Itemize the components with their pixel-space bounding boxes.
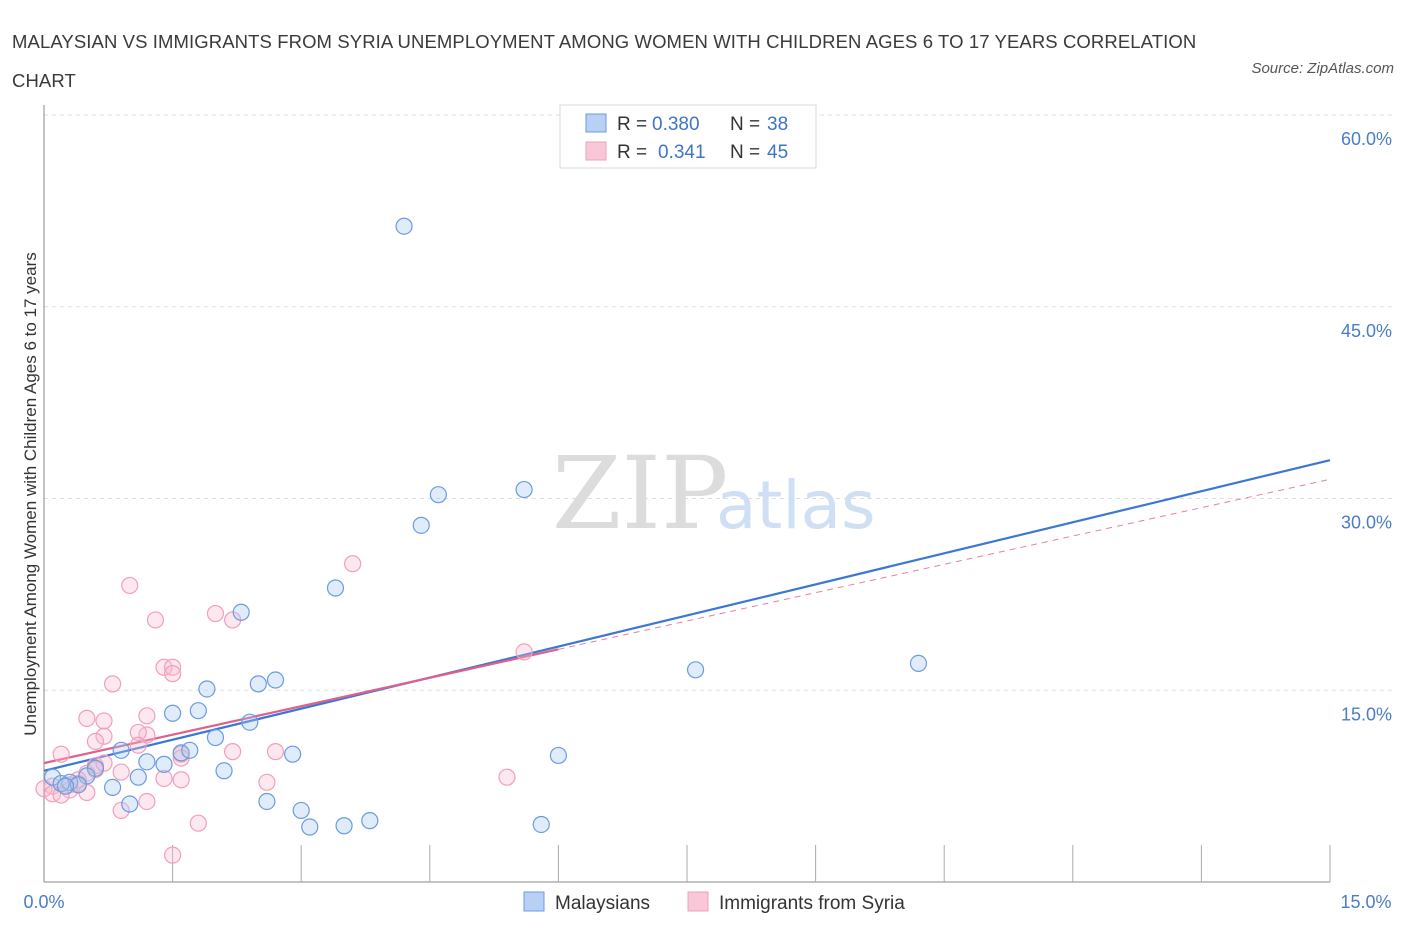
legend-n-label-2: N = <box>730 142 760 163</box>
legend-n-label-1: N = <box>730 114 760 135</box>
x-axis-ticks <box>172 845 1331 882</box>
point-syria-10 <box>78 709 96 727</box>
point-syria-44 <box>95 754 113 772</box>
point-malaysians-35 <box>301 818 319 836</box>
point-malaysians-0 <box>395 217 413 235</box>
legend-r-value-2: 0.341 <box>658 142 706 163</box>
point-syria-25 <box>112 763 130 781</box>
point-syria-38 <box>138 792 156 811</box>
point-malaysians-13 <box>241 713 259 731</box>
point-malaysians-36 <box>335 817 353 835</box>
point-malaysians-2 <box>515 480 533 499</box>
y-axis-tick-labels: 15.0% 30.0% 45.0% 60.0% <box>1341 129 1392 724</box>
point-syria-12 <box>95 712 113 730</box>
point-syria-37 <box>498 768 516 786</box>
bottom-legend-malaysians: Malaysians <box>555 893 650 914</box>
y-axis-title: Unemployment Among Women with Children A… <box>21 252 40 736</box>
legend-r-label-2: R = <box>617 142 647 163</box>
point-malaysians-31 <box>56 777 75 795</box>
point-syria-36 <box>258 773 276 791</box>
point-syria-18 <box>52 745 70 763</box>
legend-swatch-malaysians <box>585 113 607 133</box>
series-malaysians <box>43 217 928 836</box>
y-tick-label-30: 30.0% <box>1341 513 1392 533</box>
point-malaysians-9 <box>249 675 267 693</box>
point-syria-8 <box>164 665 182 683</box>
point-malaysians-33 <box>121 795 139 813</box>
point-syria-0 <box>344 555 362 573</box>
point-malaysians-24 <box>78 767 96 785</box>
point-malaysians-17 <box>181 741 199 759</box>
watermark-atlas: atlas <box>716 467 876 544</box>
bottom-legend-swatch-malaysians <box>523 891 545 912</box>
point-syria-41 <box>164 846 182 864</box>
point-malaysians-18 <box>284 745 302 763</box>
point-malaysians-32 <box>258 792 276 811</box>
y-tick-label-45: 45.0% <box>1341 321 1392 341</box>
point-malaysians-34 <box>292 801 310 820</box>
point-syria-31 <box>35 780 53 798</box>
point-malaysians-38 <box>532 815 550 834</box>
point-syria-20 <box>266 743 285 761</box>
point-malaysians-3 <box>412 516 430 534</box>
trend-line-syria <box>43 648 559 765</box>
point-syria-24 <box>172 771 190 789</box>
point-syria-1 <box>121 576 139 595</box>
chart-title: MALAYSIAN VS IMMIGRANTS FROM SYRIA UNEMP… <box>12 31 1197 91</box>
point-syria-11 <box>138 707 156 725</box>
point-malaysians-29 <box>129 768 147 786</box>
point-malaysians-1 <box>429 486 447 504</box>
point-syria-9 <box>103 675 122 693</box>
legend-r-value-1: 0.380 <box>652 114 700 135</box>
correlation-legend: R = 0.380 N = 38 R = 0.341 N = 45 <box>559 104 817 169</box>
point-malaysians-10 <box>198 680 216 698</box>
point-malaysians-7 <box>686 661 705 679</box>
legend-n-value-1: 38 <box>767 114 788 135</box>
point-malaysians-4 <box>326 579 345 597</box>
point-syria-15 <box>95 727 113 745</box>
point-malaysians-15 <box>112 741 130 759</box>
legend-n-value-2: 45 <box>767 142 788 163</box>
watermark-zip: ZIP <box>552 435 728 552</box>
point-syria-16 <box>86 732 105 750</box>
point-syria-39 <box>112 801 130 820</box>
y-tick-label-15: 15.0% <box>1341 704 1392 724</box>
point-malaysians-5 <box>232 603 250 621</box>
source-label: Source: ZipAtlas.com <box>1251 60 1394 77</box>
point-syria-7 <box>164 658 182 676</box>
bottom-legend-swatch-syria <box>687 891 709 912</box>
point-malaysians-37 <box>361 812 379 830</box>
point-syria-17 <box>129 736 147 754</box>
trend-line-malaysians <box>43 459 1331 772</box>
series-legend: Malaysians Immigrants from Syria <box>523 891 905 914</box>
point-malaysians-6 <box>909 654 928 673</box>
point-malaysians-19 <box>549 746 568 765</box>
y-tick-label-60: 60.0% <box>1341 129 1392 149</box>
point-syria-14 <box>129 723 147 742</box>
point-syria-2 <box>146 611 165 629</box>
point-malaysians-20 <box>138 753 156 771</box>
legend-r-label-1: R = <box>617 114 647 135</box>
point-malaysians-21 <box>155 755 173 773</box>
legend-swatch-syria <box>585 141 607 161</box>
point-malaysians-22 <box>215 762 233 780</box>
point-syria-19 <box>224 743 242 761</box>
point-malaysians-12 <box>189 702 207 720</box>
point-syria-3 <box>206 604 225 623</box>
x-tick-label-max: 15.0% <box>1340 892 1391 912</box>
trend-lines <box>43 459 1331 772</box>
point-malaysians-8 <box>266 671 285 689</box>
bottom-legend-syria: Immigrants from Syria <box>719 893 905 914</box>
point-syria-40 <box>189 814 207 832</box>
point-malaysians-27 <box>43 768 62 786</box>
x-tick-label-min: 0.0% <box>23 892 64 912</box>
point-malaysians-26 <box>69 776 87 794</box>
point-malaysians-30 <box>103 778 122 797</box>
point-malaysians-11 <box>164 704 182 722</box>
point-syria-5 <box>515 643 533 661</box>
point-malaysians-14 <box>206 728 225 747</box>
gridlines <box>44 114 1392 691</box>
point-syria-23 <box>155 769 173 788</box>
